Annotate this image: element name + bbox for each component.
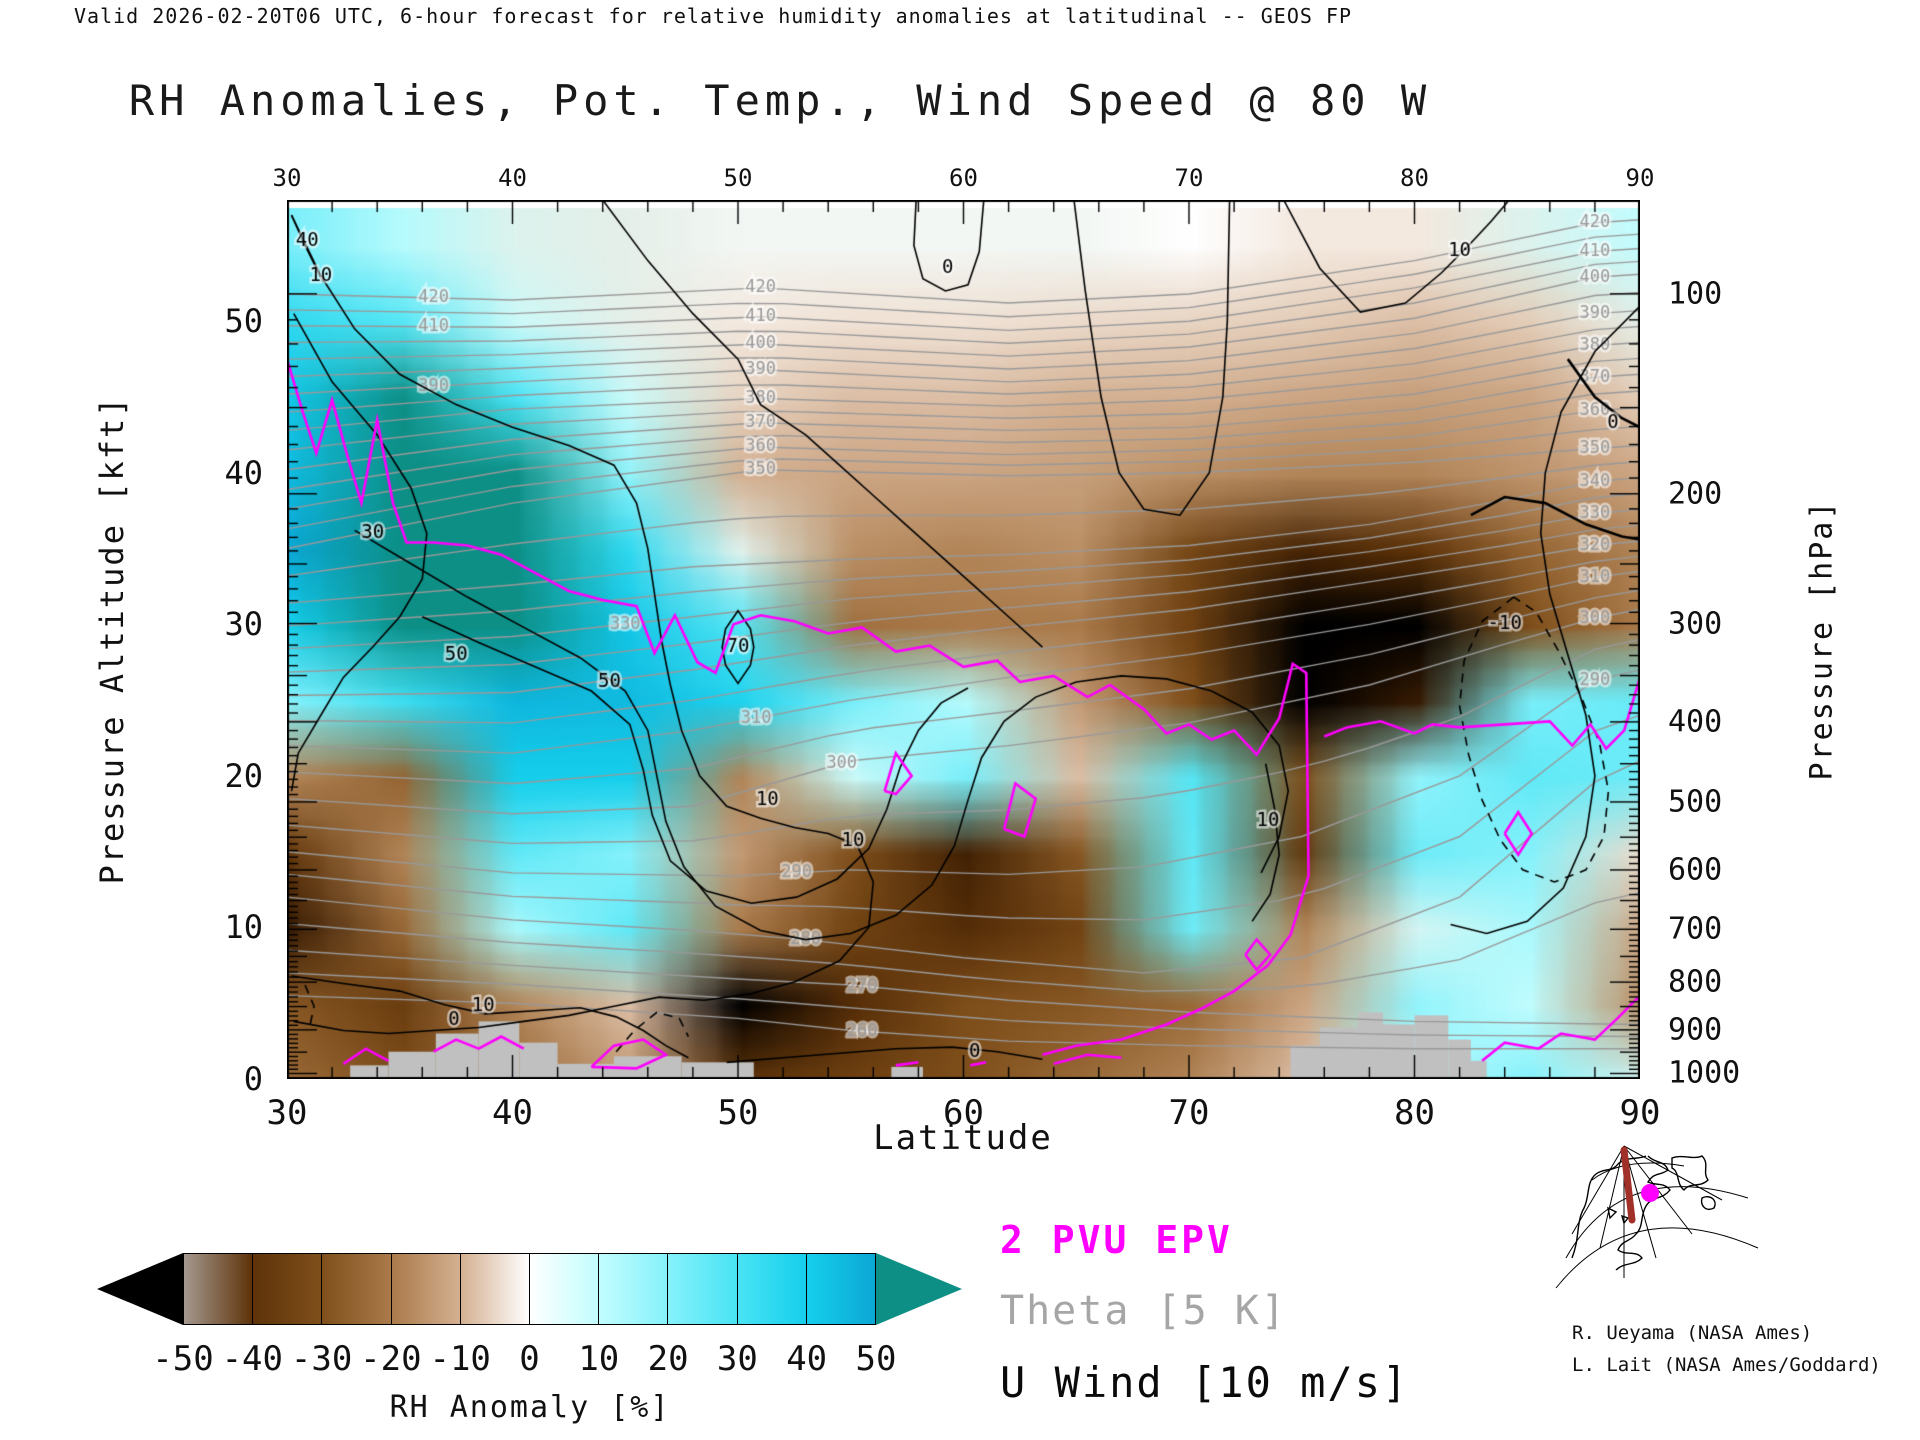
- colorbar-segment-4: [460, 1254, 531, 1324]
- page-title: RH Anomalies, Pot. Temp., Wind Speed @ 8…: [128, 76, 1432, 125]
- credit-line-1: R. Ueyama (NASA Ames): [1572, 1322, 1813, 1344]
- colorbar-label--20: -20: [360, 1339, 422, 1379]
- colorbar-segment-7: [668, 1254, 738, 1324]
- x-tick-bottom-60: 60: [943, 1093, 984, 1133]
- colorbar-under-arrow: [97, 1253, 183, 1325]
- y-axis-title-right: Pressure [hPa]: [1804, 499, 1840, 781]
- colorbar-title: RH Anomaly [%]: [389, 1390, 671, 1425]
- colorbar-label--40: -40: [221, 1339, 284, 1379]
- y-tick-hpa-500: 500: [1668, 784, 1723, 820]
- y-tick-hpa-600: 600: [1668, 852, 1723, 888]
- map-graticule: [1555, 1145, 1759, 1289]
- x-tick-top-30: 30: [272, 164, 302, 192]
- valid-timestamp-text: Valid 2026-02-20T06 UTC, 6-hour forecast…: [74, 4, 1353, 28]
- colorbar-segment-3: [391, 1254, 461, 1324]
- colorbar-label-50: 50: [855, 1339, 897, 1379]
- y-axis-title-left: Pressure Altitude [kft]: [93, 395, 131, 885]
- colorbar-segment-0: [184, 1254, 254, 1324]
- colorbar-segment-6: [599, 1254, 669, 1324]
- colorbar-segment-8: [737, 1254, 807, 1324]
- legend-uwind-entry: U Wind [10 m/s]: [1000, 1358, 1410, 1407]
- y-tick-kft-20: 20: [224, 756, 263, 795]
- cross-section-track-line: [1620, 1146, 1636, 1224]
- colorbar-over-arrow: [876, 1253, 962, 1325]
- colorbar-label-10: 10: [578, 1339, 620, 1379]
- x-tick-bottom-80: 80: [1394, 1093, 1435, 1133]
- x-tick-bottom-50: 50: [717, 1093, 759, 1133]
- x-tick-top-50: 50: [723, 164, 753, 192]
- colorbar-segment-5: [530, 1254, 600, 1324]
- y-tick-kft-10: 10: [224, 908, 263, 947]
- colorbar-segment-2: [322, 1254, 392, 1324]
- colorbar-label-40: 40: [786, 1339, 828, 1379]
- legend-epv-entry: 2 PVU EPV: [1000, 1218, 1233, 1262]
- y-tick-kft-50: 50: [224, 302, 263, 341]
- credit-line-2: L. Lait (NASA Ames/Goddard): [1572, 1354, 1881, 1376]
- cross-section-plot-area: [287, 200, 1640, 1079]
- location-dot: [1641, 1184, 1659, 1202]
- y-tick-hpa-900: 900: [1668, 1012, 1723, 1048]
- colorbar-body: [183, 1253, 876, 1325]
- x-tick-bottom-40: 40: [492, 1093, 533, 1133]
- map-coastline: [1571, 1155, 1716, 1271]
- colorbar-label-0: 0: [519, 1339, 540, 1379]
- y-tick-hpa-1000: 1000: [1668, 1055, 1741, 1091]
- y-tick-hpa-200: 200: [1668, 476, 1723, 512]
- location-inset-map: [1555, 1145, 1759, 1289]
- colorbar-label-20: 20: [647, 1339, 689, 1379]
- colorbar-segment-9: [806, 1254, 876, 1324]
- y-tick-kft-30: 30: [224, 605, 263, 644]
- x-tick-top-70: 70: [1174, 164, 1204, 192]
- colorbar-label--50: -50: [152, 1339, 214, 1379]
- y-tick-hpa-100: 100: [1668, 276, 1723, 312]
- y-tick-hpa-700: 700: [1668, 911, 1723, 947]
- x-tick-top-60: 60: [949, 164, 978, 192]
- x-axis-title: Latitude: [873, 1118, 1053, 1158]
- x-tick-bottom-30: 30: [266, 1093, 308, 1133]
- colorbar-label-30: 30: [716, 1339, 758, 1379]
- x-tick-top-80: 80: [1400, 164, 1429, 192]
- y-tick-hpa-300: 300: [1668, 606, 1723, 642]
- y-tick-kft-40: 40: [224, 453, 263, 492]
- colorbar-segment-1: [253, 1254, 323, 1324]
- x-tick-bottom-90: 90: [1619, 1093, 1661, 1133]
- rh-anomaly-colorbar: -50 -40 -30 -20 -10 0 10 20 30 40 50: [97, 1253, 962, 1379]
- x-tick-top-90: 90: [1625, 164, 1655, 192]
- y-tick-hpa-400: 400: [1668, 704, 1723, 740]
- x-tick-bottom-70: 70: [1168, 1093, 1210, 1133]
- rh-anomaly-cross-section-canvas: [287, 200, 1640, 1079]
- y-tick-kft-0: 0: [243, 1060, 263, 1098]
- colorbar-label--30: -30: [290, 1339, 353, 1379]
- colorbar-label--10: -10: [429, 1339, 491, 1379]
- x-tick-top-40: 40: [498, 164, 527, 192]
- legend-theta-entry: Theta [5 K]: [1000, 1288, 1287, 1334]
- y-tick-hpa-800: 800: [1668, 964, 1723, 1000]
